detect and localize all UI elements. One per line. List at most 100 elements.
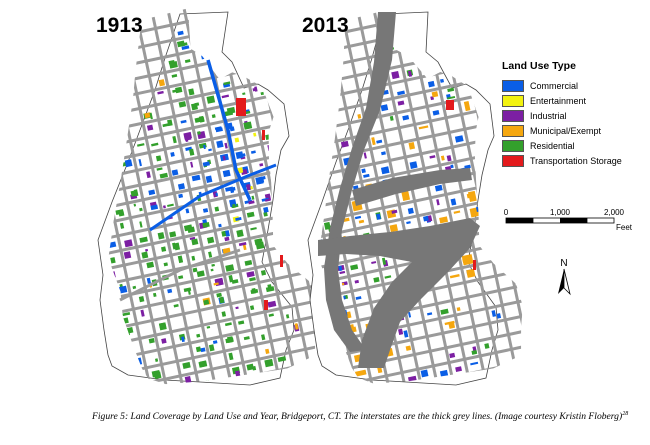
- parcel: [136, 143, 145, 147]
- parcel: [246, 271, 255, 278]
- parcel: [167, 119, 173, 127]
- legend: Land Use Type Commercial Entertainment I…: [502, 60, 647, 168]
- parcel: [110, 257, 116, 264]
- parcel: [277, 356, 287, 363]
- parcel: [361, 168, 366, 174]
- parcel: [178, 193, 184, 199]
- parcel: [371, 137, 376, 146]
- parcel: [341, 282, 345, 286]
- parcel: [140, 309, 145, 317]
- parcel: [242, 92, 246, 96]
- parcel: [208, 148, 212, 152]
- parcel: [185, 208, 190, 214]
- parcel: [212, 340, 218, 345]
- parcel: [181, 45, 190, 50]
- parcel: [228, 352, 234, 361]
- parcel: [466, 268, 476, 278]
- parcel: [354, 279, 359, 284]
- parcel: [155, 155, 162, 162]
- parcel: [491, 310, 497, 317]
- parcel: [420, 369, 429, 378]
- parcel: [405, 345, 412, 351]
- parcel: [181, 336, 185, 343]
- parcel: [225, 264, 235, 272]
- parcel: [205, 175, 213, 183]
- scale-tick-0: 0: [504, 208, 509, 217]
- parcel: [354, 369, 367, 377]
- parcel: [423, 215, 429, 222]
- street-line: [164, 0, 251, 393]
- parcel: [267, 284, 273, 292]
- legend-swatch: [502, 79, 524, 92]
- parcel: [192, 267, 198, 273]
- parcel: [171, 74, 178, 78]
- parcel-transportation: [264, 300, 268, 310]
- parcel: [154, 358, 159, 362]
- parcel: [358, 219, 365, 224]
- parcel: [408, 142, 416, 150]
- parcel: [171, 169, 179, 176]
- parcel: [225, 186, 234, 192]
- parcel: [461, 254, 474, 266]
- parcel: [224, 110, 234, 117]
- legend-swatch: [502, 124, 524, 137]
- parcel: [139, 207, 143, 212]
- caption-text: Figure 5: Land Coverage by Land Use and …: [92, 411, 623, 423]
- street-line: [339, 6, 426, 399]
- parcel: [398, 328, 404, 335]
- parcel: [119, 222, 125, 229]
- parcel: [234, 137, 240, 143]
- parcel: [254, 238, 262, 246]
- parcel: [251, 287, 257, 294]
- parcel: [285, 314, 290, 319]
- north-label: N: [560, 258, 567, 269]
- legend-swatch: [502, 139, 524, 152]
- parcel: [184, 135, 192, 141]
- parcel: [389, 224, 399, 233]
- parcel: [373, 276, 380, 283]
- parcel: [264, 198, 271, 202]
- street-line: [148, 3, 236, 396]
- parcel: [194, 102, 200, 107]
- legend-item-transportation-storage: Transportation Storage: [502, 153, 647, 168]
- parcel: [248, 200, 255, 205]
- legend-item-residential: Residential: [502, 138, 647, 153]
- parcel: [221, 311, 227, 317]
- parcel: [158, 322, 167, 331]
- parcel: [418, 125, 429, 130]
- parcel: [338, 265, 343, 272]
- parcel: [263, 211, 268, 217]
- parcel: [402, 114, 410, 121]
- parcel-transportation: [473, 260, 476, 270]
- parcel: [170, 151, 175, 157]
- parcel: [208, 344, 215, 352]
- parcel: [139, 221, 143, 228]
- parcel: [211, 263, 215, 267]
- parcel: [340, 140, 349, 148]
- parcel: [144, 112, 152, 119]
- parcel: [124, 239, 133, 248]
- parcel: [447, 87, 455, 93]
- parcel: [191, 174, 201, 182]
- parcel: [160, 246, 167, 252]
- street-line: [270, 0, 507, 58]
- parcel: [225, 337, 234, 344]
- parcel: [167, 203, 174, 208]
- north-arrow-icon-half: [563, 268, 571, 296]
- parcel: [183, 287, 192, 293]
- parcel: [397, 100, 405, 106]
- map-1913-interstates: [119, 59, 277, 302]
- legend-swatch: [502, 94, 524, 107]
- parcel: [224, 142, 228, 149]
- parcel: [363, 173, 370, 178]
- parcel: [224, 322, 232, 327]
- figure-caption: Figure 5: Land Coverage by Land Use and …: [92, 408, 632, 423]
- street-line: [386, 0, 473, 389]
- parcel: [456, 307, 461, 312]
- parcel: [249, 277, 256, 282]
- parcel: [153, 292, 157, 297]
- parcel: [434, 184, 443, 192]
- legend-title: Land Use Type: [502, 60, 576, 72]
- parcel: [245, 184, 251, 191]
- main-corridor: [149, 163, 277, 232]
